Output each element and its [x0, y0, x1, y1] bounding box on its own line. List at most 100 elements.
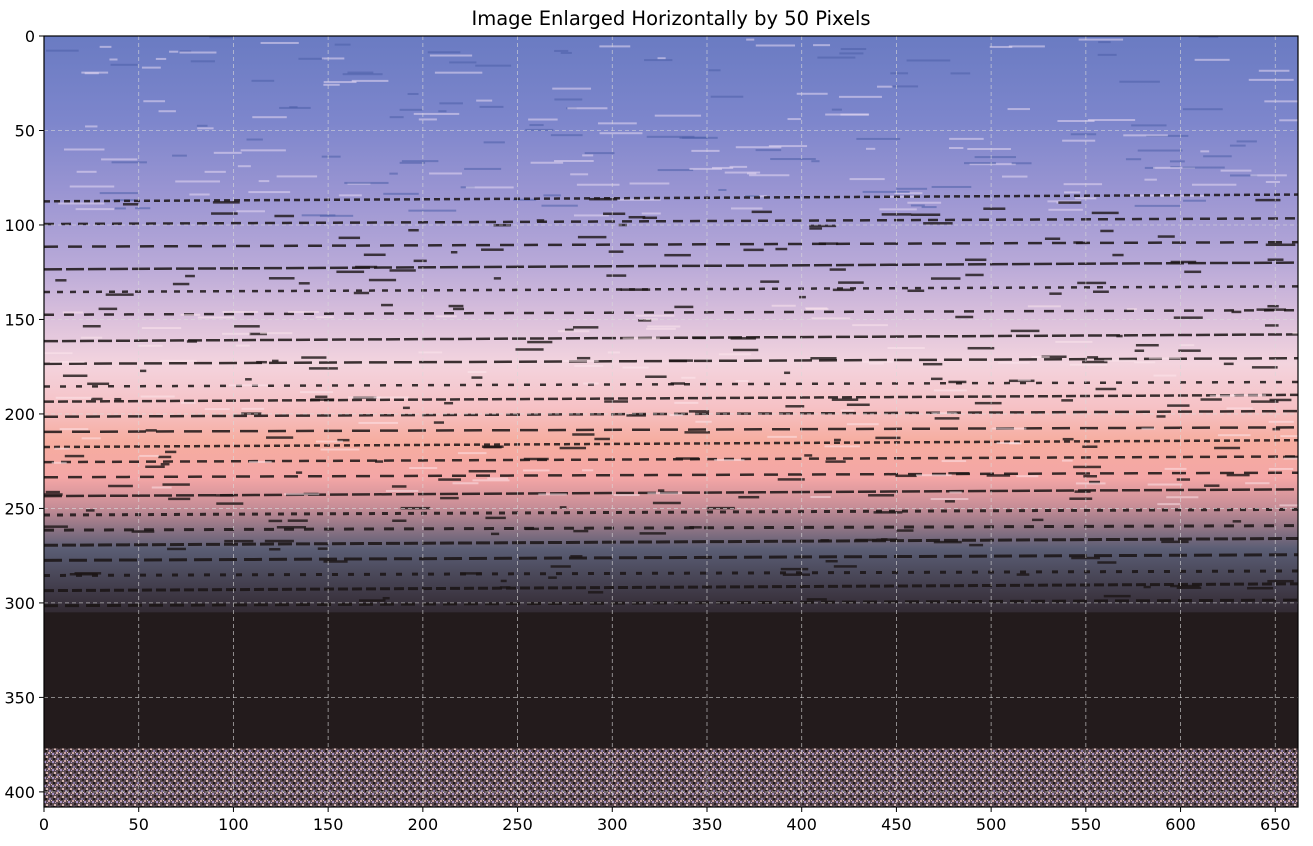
pink-highlight — [557, 330, 590, 333]
sky-streak — [529, 124, 544, 127]
sky-streak — [724, 171, 761, 174]
sky-streak — [746, 172, 757, 175]
dark-band — [44, 438, 1298, 449]
dark-dash — [145, 465, 165, 469]
sky-streak — [429, 54, 473, 57]
pink-highlight — [1226, 407, 1253, 410]
dark-dash — [1082, 360, 1108, 364]
pink-highlight — [1069, 363, 1108, 366]
dark-band — [44, 507, 1298, 517]
sky-streak — [213, 151, 242, 154]
y-tick-label: 150 — [4, 310, 35, 329]
sky-streak — [1011, 162, 1032, 165]
dark-dash — [626, 414, 646, 417]
dark-dash — [481, 445, 504, 448]
sky-streak — [787, 118, 802, 121]
pink-highlight — [646, 327, 676, 330]
dark-dash — [922, 362, 943, 366]
dark-dash — [167, 547, 186, 551]
sky-streak — [85, 125, 98, 128]
dark-dash — [589, 197, 618, 201]
pink-highlight — [409, 467, 438, 470]
sky-streak — [427, 51, 461, 54]
pink-highlight — [204, 408, 230, 411]
sky-streak — [45, 49, 79, 52]
noise-band — [44, 748, 1298, 807]
x-tick-label: 0 — [39, 815, 49, 834]
sky-streak — [439, 102, 463, 105]
x-axis: 0 50 100 150 200 250 300 350 400 450 500 550 600 650 — [39, 807, 1291, 834]
pink-highlight — [467, 371, 487, 374]
pink-highlight — [1031, 356, 1050, 359]
sky-streak — [746, 38, 755, 41]
pink-highlight — [81, 437, 101, 440]
sky-streak — [839, 52, 864, 55]
dark-dash — [967, 346, 995, 350]
pink-highlight — [1075, 482, 1106, 485]
dark-dash — [1157, 235, 1175, 238]
pink-highlight — [669, 414, 683, 417]
dark-band — [44, 536, 1298, 547]
sky-streak — [770, 158, 816, 161]
sky-streak — [573, 214, 609, 217]
sky-streak — [730, 207, 763, 210]
dark-dash — [809, 227, 823, 230]
pink-highlight — [622, 366, 649, 369]
dark-dash — [338, 236, 361, 240]
dark-dash — [368, 278, 397, 282]
dark-dash — [168, 497, 191, 501]
sky-streak — [582, 154, 594, 157]
pink-highlight — [139, 454, 160, 457]
pink-highlight — [180, 313, 201, 316]
dark-dash — [1083, 475, 1098, 478]
pink-highlight — [996, 442, 1020, 445]
dark-band — [44, 308, 1298, 316]
pink-highlight — [1164, 467, 1187, 470]
dark-dash — [491, 532, 500, 536]
sky-streak — [1220, 169, 1252, 172]
x-tick-label: 300 — [597, 815, 628, 834]
dark-dash — [310, 398, 335, 401]
pink-highlight — [1292, 332, 1298, 335]
sky-streak — [1008, 45, 1045, 48]
sky-streak — [1134, 204, 1181, 207]
sky-streak — [301, 214, 336, 217]
dark-dash — [122, 203, 139, 206]
dark-dash — [559, 446, 587, 450]
dark-dash — [618, 223, 627, 227]
sky-streak — [347, 71, 374, 74]
sky-streak — [236, 210, 266, 213]
sky-streak — [1203, 155, 1232, 158]
sky-streak — [1229, 144, 1246, 147]
dark-dash — [933, 540, 962, 544]
pink-highlight — [949, 491, 962, 494]
sky-streak — [989, 45, 1013, 48]
dark-dash — [799, 295, 806, 299]
sky-streak — [75, 208, 115, 211]
sky-streak — [1250, 174, 1287, 177]
sky-streak — [175, 180, 221, 183]
dark-dash — [1267, 579, 1294, 583]
sky-streak — [576, 183, 620, 186]
sky-streak — [879, 208, 917, 211]
dark-dash — [276, 526, 307, 529]
pink-highlight — [583, 382, 599, 385]
dark-dash — [809, 224, 837, 228]
sky-streak — [896, 187, 928, 190]
dark-dash — [604, 400, 629, 403]
dark-dash — [160, 462, 170, 466]
dark-dash — [572, 326, 599, 329]
dark-dash — [215, 494, 234, 497]
x-tick-label: 500 — [976, 815, 1007, 834]
pink-highlight — [197, 316, 235, 319]
pink-highlight — [299, 391, 333, 394]
pink-highlight — [1231, 394, 1267, 397]
dark-dash — [751, 210, 772, 214]
dark-dash — [1061, 399, 1074, 402]
y-tick-label: 100 — [4, 216, 35, 235]
dark-dash — [1069, 497, 1093, 500]
dark-dash — [983, 207, 1006, 210]
pink-highlight — [767, 435, 797, 438]
dark-dash — [1184, 270, 1202, 274]
y-axis: 0 50 100 150 200 250 300 350 400 — [4, 27, 44, 802]
